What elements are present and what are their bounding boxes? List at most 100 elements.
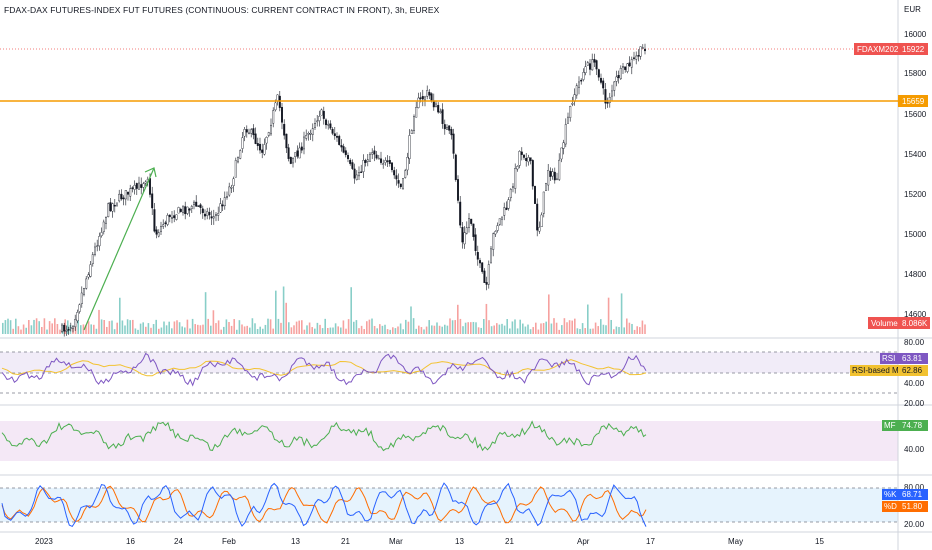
volume-bar (498, 324, 501, 334)
volume-bar (230, 325, 233, 334)
volume-bar (90, 324, 92, 334)
svg-text:63.81: 63.81 (902, 354, 923, 363)
candle-body (82, 288, 85, 295)
volume-bar (418, 325, 420, 334)
candle-body (421, 96, 424, 100)
candle-body (463, 232, 466, 245)
candle-body (525, 157, 528, 162)
rsi-tick: 20.00 (904, 399, 925, 408)
candle-body (265, 137, 268, 144)
candle-body (435, 103, 438, 108)
time-axis[interactable]: 2023 16 24 Feb 13 21 Mar 13 21 Apr 17 Ma… (35, 537, 824, 546)
candle-body (270, 124, 273, 135)
volume-bar (74, 324, 77, 334)
candle-body (118, 193, 121, 202)
candle-body (595, 60, 598, 70)
candle-body (281, 107, 284, 123)
candle-body (272, 110, 275, 124)
volume-bar (636, 326, 638, 334)
symbol-price-tag: FDAXM2023 15922 (854, 43, 928, 55)
hline-price-tag: 15659 (898, 95, 928, 107)
price-axis[interactable]: 16000 15800 15600 15400 15200 15000 1480… (904, 30, 927, 319)
candle-body (142, 183, 145, 188)
volume-bar (368, 319, 371, 334)
candle-body (428, 92, 431, 96)
volume-bar (472, 321, 475, 334)
candle-body (459, 201, 462, 226)
svg-text:FDAXM2023: FDAXM2023 (857, 45, 903, 54)
candle-body (278, 95, 281, 108)
volume-bar (353, 321, 355, 334)
mf-value-tag: MF 74.78 (882, 420, 928, 431)
volume-bar (251, 318, 254, 334)
candle-body (628, 62, 631, 67)
volume-bar (324, 318, 326, 334)
candle-body (582, 72, 585, 80)
volume-bar (113, 329, 116, 334)
candle-body (245, 129, 248, 133)
candle-body (219, 203, 222, 213)
volume-bar (425, 326, 428, 334)
candle-body (487, 264, 490, 285)
candle-body (298, 147, 301, 159)
candle-body (362, 159, 365, 172)
candle-body (250, 129, 253, 134)
volume-bar (446, 325, 449, 334)
candle-body (294, 152, 297, 157)
candle-body (113, 204, 116, 207)
candle-body (578, 81, 581, 88)
time-label: May (728, 537, 743, 546)
candle-body (181, 206, 184, 213)
candle-body (534, 186, 537, 204)
candle-body (320, 109, 323, 116)
volume-bar (215, 323, 217, 334)
candle-body (366, 159, 369, 162)
volume-bar (345, 328, 347, 334)
price-tick: 16000 (904, 30, 927, 39)
candle-body (203, 213, 206, 217)
candle-body (347, 155, 350, 160)
volume-bar (626, 318, 628, 334)
volume-bar (280, 322, 282, 334)
volume-bar (363, 329, 365, 334)
candle-body (241, 137, 244, 149)
volume-bar (600, 319, 602, 334)
volume-bar (106, 326, 108, 334)
candle-body (424, 96, 427, 101)
volume-bar (246, 325, 248, 334)
trend-arrow-drawing[interactable] (83, 167, 157, 331)
volume-bar (444, 324, 446, 334)
candle-body (377, 157, 380, 160)
candle-body (85, 278, 88, 289)
volume-bar (293, 325, 295, 334)
candle-body (615, 76, 618, 82)
volume-bar (155, 319, 157, 334)
volume-bar (545, 321, 547, 334)
price-tick: 15400 (904, 150, 927, 159)
candle-body (538, 227, 541, 232)
candles[interactable] (61, 43, 647, 337)
volume-bar (342, 320, 345, 334)
volume-bar (436, 322, 438, 334)
candle-body (505, 207, 508, 210)
time-label: 2023 (35, 537, 53, 546)
volume-bar (163, 321, 165, 334)
candle-body (188, 208, 191, 211)
price-tick: 15600 (904, 110, 927, 119)
candle-body (342, 146, 345, 153)
volume-bar (535, 322, 537, 334)
candle-body (292, 158, 295, 164)
volume-bar (56, 324, 59, 334)
volume-bar (389, 329, 391, 334)
rsi-line (1, 352, 647, 387)
candle-body (492, 233, 495, 250)
volume-bar (529, 329, 532, 334)
candle-body (529, 157, 532, 161)
volume-bar (160, 327, 163, 334)
volume-bar (537, 329, 540, 334)
volume-bar (314, 328, 316, 334)
candle-body (470, 218, 473, 224)
volume-bar (204, 292, 207, 334)
currency-label: EUR (904, 5, 921, 14)
